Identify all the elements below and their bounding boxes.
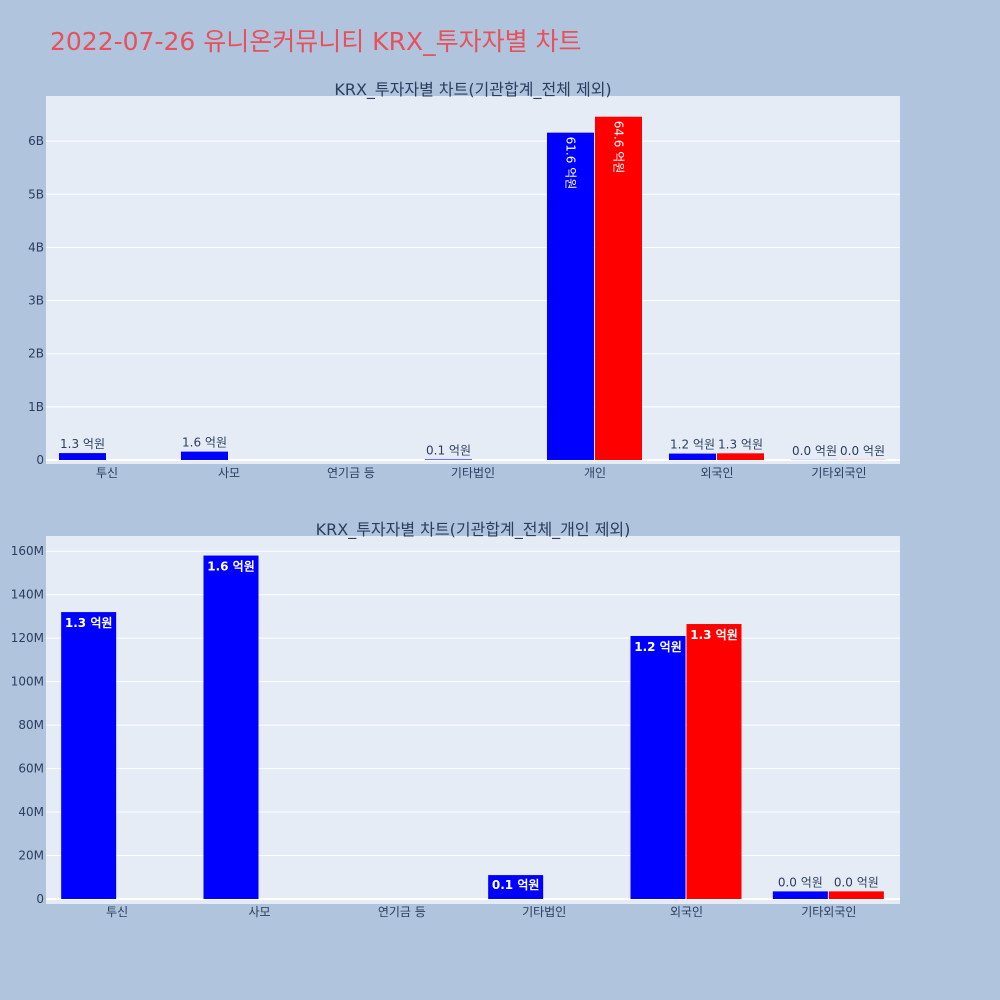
x-tick-label: 연기금 등 [378,905,426,919]
bar [488,875,544,899]
x-tick-label: 기타외국인 [811,466,866,480]
chart-title: KRX_투자자별 차트(기관합계_전체_개인 제외) [316,520,631,540]
y-tick-label: 0 [36,453,44,467]
bar [59,453,106,460]
bar [669,453,716,460]
y-tick-label: 160M [11,544,44,558]
data-label: 1.2 억원 [634,640,682,654]
bar [547,132,594,460]
chart-1: 0 1B 2B 3B 4B 5B 6B KRX_투자자별 차트(기관합계_전체 제외) 투신 1.… [28,80,900,480]
x-tick-label: 기타외국인 [801,905,856,919]
data-label: 0.0 억원 [792,444,837,458]
x-tick-label: 투신 [106,905,128,919]
data-label: 0.1 억원 [426,443,471,457]
x-tick-label: 개인 [584,466,606,480]
data-label: 1.3 억원 [65,616,113,630]
data-label: 0.0 억원 [840,444,885,458]
data-label: 1.3 억원 [690,628,738,642]
y-tick-label: 20M [18,849,44,863]
y-tick-label: 2B [28,347,44,361]
plot-background [46,536,900,904]
bar [772,891,828,899]
x-tick-label: 외국인 [670,905,703,919]
bar [203,555,259,899]
data-label: 1.3 억원 [60,437,105,451]
x-tick-label: 연기금 등 [327,466,375,480]
page-title: 2022-07-26 유니온커뮤니티 KRX_투자자별 차트 [50,27,582,56]
y-tick-label: 100M [11,675,44,689]
y-tick-label: 140M [11,588,44,602]
data-label: 1.6 억원 [182,436,227,450]
data-label: 1.2 억원 [670,438,715,452]
y-tick-label: 120M [11,631,44,645]
data-label: 1.3 억원 [718,437,763,451]
plot-background [46,96,900,464]
bar [828,891,884,899]
x-tick-label: 사모 [248,905,270,919]
y-tick-label: 3B [28,294,44,308]
bar [61,612,117,899]
y-tick-label: 60M [18,762,44,776]
y-tick-label: 80M [18,718,44,732]
x-tick-label: 투신 [96,466,118,480]
y-tick-label: 1B [28,400,44,414]
data-label: 0.0 억원 [778,875,823,889]
data-label: 0.1 억원 [492,878,540,892]
x-tick-label: 기타법인 [522,905,566,919]
y-tick-label: 5B [28,187,44,201]
y-tick-label: 0 [36,892,44,906]
bar [181,451,228,460]
data-label: 0.0 억원 [834,875,879,889]
bar [630,635,686,899]
bar [686,624,742,899]
bar [595,116,642,460]
data-label: 1.6 억원 [207,560,255,574]
x-tick-label: 외국인 [700,466,733,480]
bar [717,453,764,460]
chart-title: KRX_투자자별 차트(기관합계_전체 제외) [334,80,611,100]
data-label: 64.6 억원 [612,121,626,174]
x-tick-label: 기타법인 [451,466,495,480]
chart-2: 0 20M 40M 60M 80M 100M 120M 140M 160M KRX_투자자별 차트… [11,520,900,919]
x-tick-label: 사모 [218,466,240,480]
y-tick-label: 4B [28,240,44,254]
y-tick-label: 6B [28,134,44,148]
bar [425,459,472,460]
y-tick-label: 40M [18,805,44,819]
data-label: 61.6 억원 [564,137,578,190]
